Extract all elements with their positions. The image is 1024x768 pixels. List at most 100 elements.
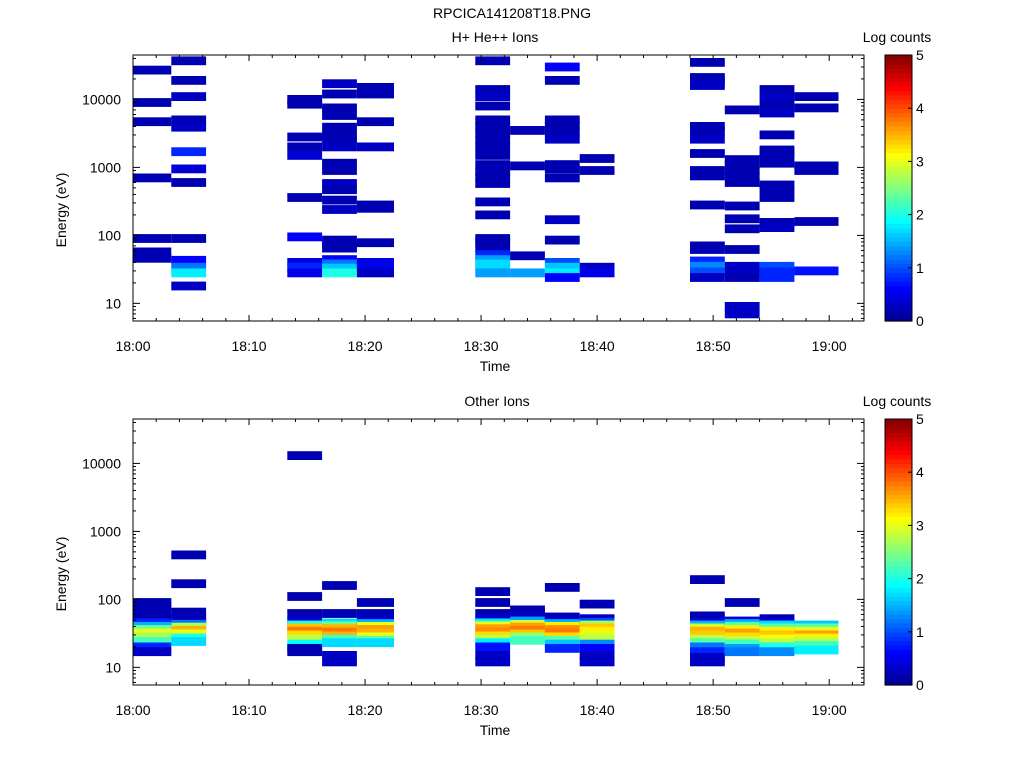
- spectrogram-cell: [322, 638, 357, 648]
- spectrogram-cell: [475, 642, 511, 652]
- spectrogram-cell: [171, 164, 207, 174]
- spectrogram-cell: [356, 238, 394, 248]
- spectrogram-cell: [475, 128, 511, 138]
- spectrogram-cell: [579, 651, 615, 660]
- colorbar-swatch: [885, 458, 912, 464]
- colorbar-swatch: [885, 600, 912, 606]
- y-tick-label: 10000: [82, 455, 121, 471]
- spectrogram-cell: [475, 167, 511, 177]
- colorbar-swatch: [885, 161, 912, 167]
- spectrogram-cell: [544, 134, 580, 144]
- spectrogram-cell: [690, 166, 725, 175]
- axes: 18:00 18:10 18:20 18:30 18:40 18:50 19:00 10 100…: [82, 419, 864, 718]
- colorbar-swatch: [885, 316, 912, 322]
- colorbar-tick-label: 1: [916, 624, 924, 640]
- spectrogram-cell: [133, 632, 172, 642]
- colorbar-swatch: [885, 427, 912, 433]
- spectrogram-cell: [690, 149, 725, 158]
- spectrogram-cell: [690, 81, 725, 90]
- colorbar-swatch: [885, 662, 912, 668]
- colorbar-tick-label: 3: [916, 517, 924, 533]
- colorbar-swatch: [885, 676, 912, 682]
- colorbar-swatch: [885, 90, 912, 96]
- spectrogram-cell: [724, 214, 760, 224]
- spectrogram-cell: [794, 641, 839, 650]
- spectrogram-cell: [322, 103, 357, 113]
- colorbar-tick-label: 2: [916, 207, 924, 223]
- spectrogram-cell: [724, 224, 760, 234]
- colorbar-swatch: [885, 134, 912, 140]
- colorbar-swatch: [885, 165, 912, 171]
- colorbar-frame: [884, 418, 913, 686]
- colorbar-tick-label: 2: [916, 571, 924, 587]
- colorbar-swatch: [885, 671, 912, 677]
- spectrogram-cell: [287, 258, 323, 267]
- colorbar-swatch: [885, 565, 912, 571]
- colorbar-swatch: [885, 605, 912, 611]
- colorbar-swatch: [885, 445, 912, 451]
- colorbar-swatch: [885, 227, 912, 233]
- spectrogram-cell: [171, 178, 207, 187]
- colorbar-swatch: [885, 130, 912, 136]
- colorbar-swatch: [885, 312, 912, 318]
- colorbar-swatch: [885, 81, 912, 87]
- colorbar-swatch: [885, 156, 912, 162]
- colorbar-swatch: [885, 485, 912, 491]
- colorbar-swatch: [885, 587, 912, 593]
- spectrogram-cell: [475, 651, 511, 660]
- colorbar-swatch: [885, 223, 912, 229]
- spectrogram-cell: [475, 56, 511, 66]
- spectrogram-cell: [544, 268, 580, 278]
- spectrogram-cell: [724, 166, 760, 175]
- spectrogram-cell: [724, 105, 760, 115]
- spectrogram-cell: [544, 115, 580, 125]
- spectrogram-cell: [356, 268, 394, 278]
- spectrogram-cell: [759, 267, 795, 277]
- spectrogram-cell: [724, 309, 760, 319]
- spectrogram-cell: [475, 598, 511, 607]
- colorbar-swatch: [885, 170, 912, 176]
- y-axis-label: Energy (eV): [53, 537, 69, 612]
- spectrogram-cell: [759, 108, 795, 118]
- spectrogram-cell: [322, 166, 357, 175]
- spectrogram-cell: [171, 268, 207, 278]
- spectrogram-cell: [759, 151, 795, 160]
- spectrogram-cell: [544, 273, 580, 282]
- colorbar-swatch: [885, 201, 912, 207]
- spectrogram-cell: [171, 147, 207, 157]
- spectrogram-cell: [171, 637, 207, 646]
- colorbar-swatch: [885, 649, 912, 655]
- spectrogram-cell: [544, 173, 580, 183]
- spectrogram-cell: [690, 76, 725, 85]
- spectrogram-cell: [510, 251, 545, 261]
- spectrogram-cell: [579, 262, 615, 272]
- spectrogram-cell: [475, 179, 511, 188]
- colorbar-swatch: [885, 205, 912, 211]
- colorbar-tick-label: 4: [916, 100, 924, 116]
- spectrogram-cell: [759, 101, 795, 111]
- colorbar-swatch: [885, 86, 912, 92]
- spectrogram-cell: [356, 638, 394, 648]
- colorbar-swatch: [885, 294, 912, 300]
- colorbar-swatch: [885, 591, 912, 597]
- spectrogram-cell: [356, 89, 394, 99]
- spectrogram-cell: [287, 99, 323, 109]
- colorbar-swatch: [885, 552, 912, 558]
- x-tick-label: 19:00: [812, 338, 847, 354]
- spectrogram-cell: [759, 273, 795, 282]
- spectrogram-cell: [475, 92, 511, 101]
- colorbar-swatch: [885, 125, 912, 131]
- colorbar-swatch: [885, 432, 912, 438]
- spectrogram-cell: [794, 217, 839, 226]
- colorbar-swatch: [885, 236, 912, 242]
- spectrogram-cell: [690, 256, 725, 266]
- spectrogram-cell: [133, 247, 172, 257]
- spectrogram-cell: [724, 273, 760, 282]
- spectrogram-cell: [759, 223, 795, 232]
- spectrogram-cell: [579, 644, 615, 653]
- h-he-spectrogram: H+ He++ Ions Time Energy (eV) Log counts…: [53, 29, 931, 374]
- colorbar-swatch: [885, 507, 912, 513]
- spectrogram-cell: [171, 115, 207, 125]
- spectrogram-cell: [475, 263, 511, 273]
- colorbar: 0 1 2 3 4 5: [884, 411, 924, 693]
